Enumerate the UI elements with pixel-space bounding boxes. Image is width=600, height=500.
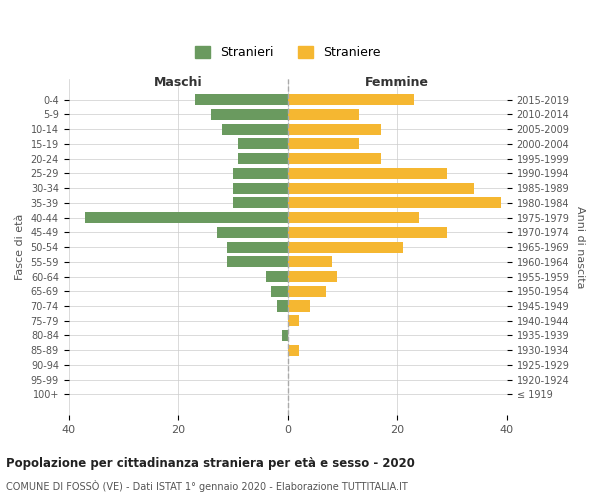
Bar: [277, 300, 288, 312]
Bar: [233, 182, 288, 194]
Text: Maschi: Maschi: [154, 76, 203, 90]
Bar: [217, 227, 288, 238]
Bar: [288, 153, 381, 164]
Bar: [233, 168, 288, 179]
Text: Femmine: Femmine: [365, 76, 429, 90]
Bar: [288, 242, 403, 252]
Bar: [288, 227, 446, 238]
Bar: [288, 286, 326, 297]
Bar: [194, 94, 288, 105]
Bar: [288, 315, 299, 326]
Legend: Stranieri, Straniere: Stranieri, Straniere: [190, 42, 386, 64]
Bar: [266, 271, 288, 282]
Bar: [85, 212, 288, 223]
Bar: [288, 124, 381, 134]
Bar: [211, 109, 288, 120]
Bar: [288, 300, 310, 312]
Bar: [222, 124, 288, 134]
Bar: [288, 182, 474, 194]
Bar: [288, 109, 359, 120]
Y-axis label: Fasce di età: Fasce di età: [15, 214, 25, 280]
Bar: [271, 286, 288, 297]
Text: Popolazione per cittadinanza straniera per età e sesso - 2020: Popolazione per cittadinanza straniera p…: [6, 458, 415, 470]
Bar: [227, 256, 288, 268]
Text: COMUNE DI FOSSÒ (VE) - Dati ISTAT 1° gennaio 2020 - Elaborazione TUTTITALIA.IT: COMUNE DI FOSSÒ (VE) - Dati ISTAT 1° gen…: [6, 480, 408, 492]
Bar: [288, 94, 414, 105]
Bar: [288, 138, 359, 149]
Y-axis label: Anni di nascita: Anni di nascita: [575, 206, 585, 288]
Bar: [238, 138, 288, 149]
Bar: [288, 168, 446, 179]
Bar: [288, 198, 502, 208]
Bar: [288, 212, 419, 223]
Bar: [282, 330, 288, 341]
Bar: [288, 344, 299, 356]
Bar: [238, 153, 288, 164]
Bar: [227, 242, 288, 252]
Bar: [233, 198, 288, 208]
Bar: [288, 256, 332, 268]
Bar: [288, 271, 337, 282]
